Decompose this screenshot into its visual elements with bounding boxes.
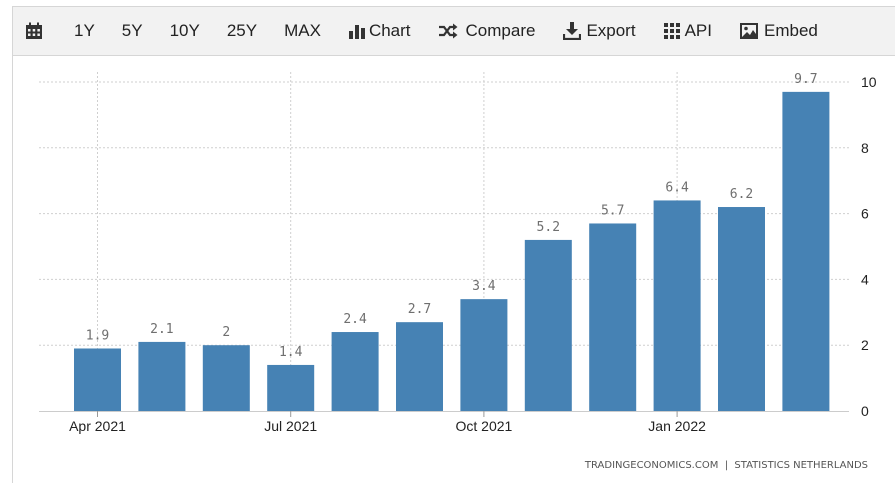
y-tick-label: 2 xyxy=(861,337,869,353)
compare-label: Compare xyxy=(465,21,536,40)
bar-chart-icon xyxy=(348,23,365,39)
x-tick-label: Oct 2021 xyxy=(455,418,512,434)
range-25y-button[interactable]: 25Y xyxy=(227,7,257,55)
download-icon xyxy=(563,22,582,40)
data-label: 5.7 xyxy=(601,203,624,218)
data-label: 6.4 xyxy=(665,180,689,195)
x-tick-label: Jul 2021 xyxy=(264,418,317,434)
range-5y-label: 5Y xyxy=(121,21,143,40)
y-tick-label: 0 xyxy=(861,403,869,419)
chart-type-label: Chart xyxy=(368,21,411,40)
data-label: 2.1 xyxy=(150,322,173,337)
shuffle-icon xyxy=(438,23,458,39)
bar-chart: 1.9 2.1 2 1.4 2.4 2.7 3.4 5.2 5.7 6.4 6.2 9.7 0 2 4 6 8… xyxy=(39,72,877,471)
range-10y-label: 10Y xyxy=(169,21,200,40)
chart-area: 1.9 2.1 2 1.4 2.4 2.7 3.4 5.2 5.7 6.4 6.2 9.7 0 2 4 6 8… xyxy=(12,56,895,483)
chart-toolbar: 1Y 5Y 10Y 25Y MAX Chart Compa xyxy=(12,6,895,56)
grid-icon xyxy=(663,23,680,39)
embed-label: Embed xyxy=(763,21,818,40)
range-5y-button[interactable]: 5Y xyxy=(122,7,143,55)
bar xyxy=(782,91,830,411)
bar xyxy=(74,348,121,411)
api-button[interactable]: API xyxy=(663,7,712,55)
bar xyxy=(202,345,250,411)
range-1y-button[interactable]: 1Y xyxy=(74,7,95,55)
data-label: 2.4 xyxy=(343,312,367,327)
data-label: 1.4 xyxy=(279,345,303,360)
export-button[interactable]: Export xyxy=(563,7,636,55)
api-label: API xyxy=(684,21,712,40)
range-10y-button[interactable]: 10Y xyxy=(170,7,200,55)
data-labels: 1.9 2.1 2 1.4 2.4 2.7 3.4 5.2 5.7 6.4 6.2 9.7 xyxy=(86,72,818,360)
y-tick-label: 8 xyxy=(861,140,869,156)
calendar-icon xyxy=(25,22,43,40)
bar xyxy=(653,200,701,411)
range-1y-label: 1Y xyxy=(74,21,95,40)
data-label: 3.4 xyxy=(472,279,496,294)
bar xyxy=(718,207,765,411)
data-label: 2 xyxy=(222,325,230,340)
bar xyxy=(524,239,572,411)
x-tick-label: Jan 2022 xyxy=(648,418,706,434)
range-25y-label: 25Y xyxy=(226,21,258,40)
bar xyxy=(589,223,637,411)
axes: 0 2 4 6 8 10 Apr 2021 Jul 2021 Oct 2021 Jan 2022 xyxy=(39,74,877,434)
bars xyxy=(74,91,830,411)
range-max-button[interactable]: MAX xyxy=(284,7,321,55)
toolbar-calendar-button[interactable] xyxy=(25,7,43,55)
range-max-label: MAX xyxy=(284,21,321,40)
x-tick-label: Apr 2021 xyxy=(69,418,126,434)
bar xyxy=(460,299,508,411)
data-label: 2.7 xyxy=(408,302,431,317)
data-label: 6.2 xyxy=(730,187,753,202)
export-label: Export xyxy=(586,21,636,40)
embed-button[interactable]: Embed xyxy=(739,7,818,55)
chart-type-button[interactable]: Chart xyxy=(348,7,411,55)
data-label: 1.9 xyxy=(86,328,109,343)
y-tick-label: 6 xyxy=(861,206,869,222)
source-attribution: TRADINGECONOMICS.COM | STATISTICS NETHER… xyxy=(584,460,868,471)
bar xyxy=(267,364,315,411)
y-tick-label: 10 xyxy=(861,74,877,90)
bar xyxy=(396,322,443,411)
data-label: 5.2 xyxy=(537,220,560,235)
data-label: 9.7 xyxy=(794,72,817,87)
bar xyxy=(331,332,379,411)
image-icon xyxy=(739,23,758,39)
y-tick-label: 4 xyxy=(861,271,869,287)
compare-button[interactable]: Compare xyxy=(438,7,536,55)
bar xyxy=(138,341,186,411)
